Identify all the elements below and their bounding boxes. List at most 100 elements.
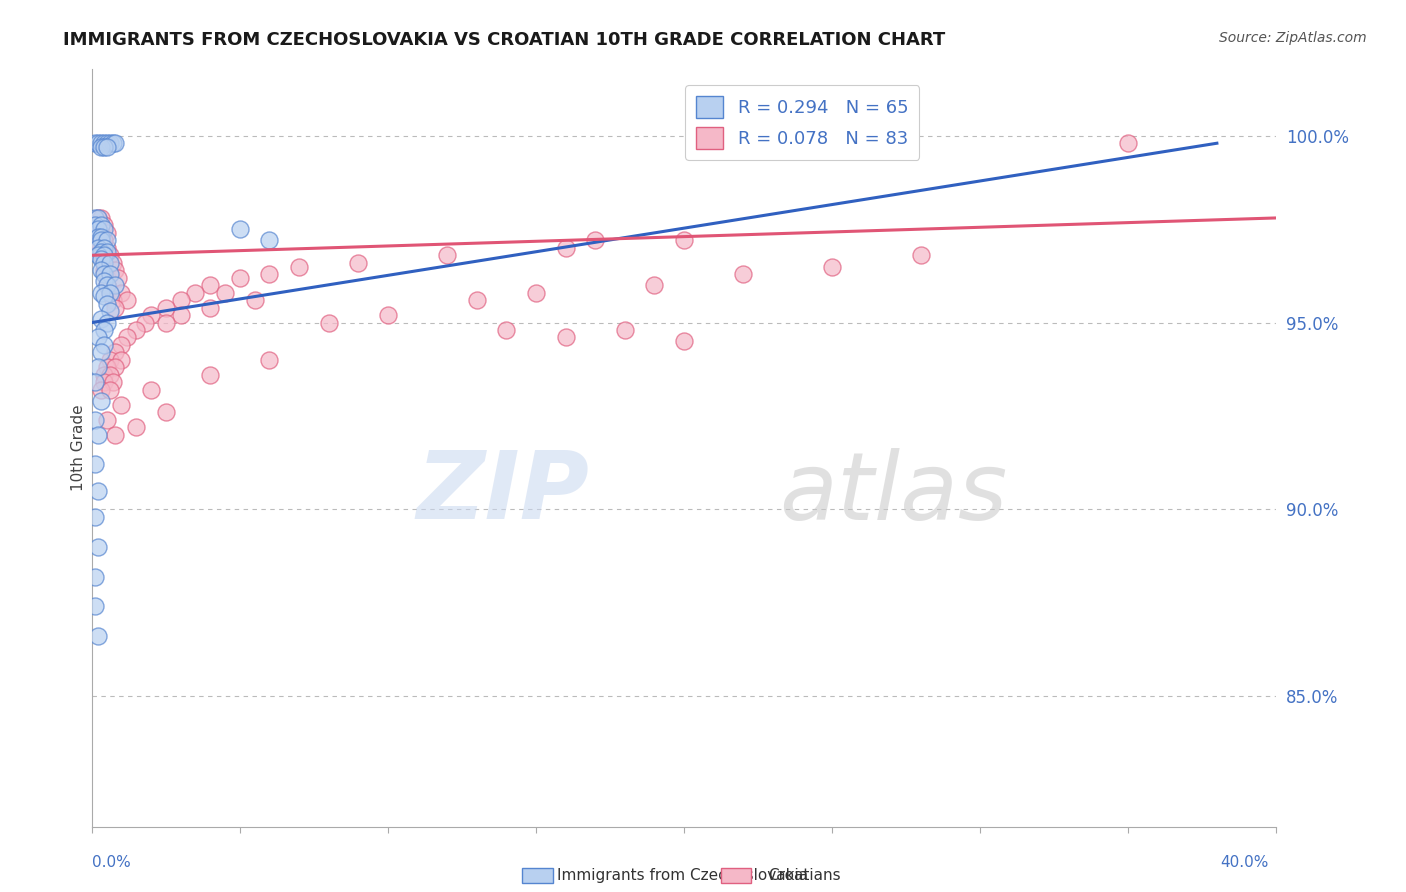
- Point: [98, 304, 121, 318]
- Point: [90, 311, 112, 326]
- Point: [125, 323, 148, 337]
- Point: [347, 256, 370, 270]
- Point: [90, 140, 112, 154]
- Point: [87, 219, 110, 233]
- Point: [104, 301, 127, 315]
- Point: [90, 136, 112, 151]
- Point: [104, 427, 127, 442]
- Point: [87, 248, 110, 262]
- Point: [93, 256, 115, 270]
- Point: [96, 297, 118, 311]
- Point: [83, 458, 105, 472]
- Point: [98, 285, 121, 300]
- Point: [93, 368, 115, 382]
- Point: [104, 278, 127, 293]
- Text: IMMIGRANTS FROM CZECHOSLOVAKIA VS CROATIAN 10TH GRADE CORRELATION CHART: IMMIGRANTS FROM CZECHOSLOVAKIA VS CROATI…: [63, 31, 945, 49]
- Point: [90, 263, 112, 277]
- Point: [83, 569, 105, 583]
- Point: [90, 211, 112, 225]
- Point: [90, 252, 112, 266]
- Point: [93, 289, 115, 303]
- Point: [821, 260, 844, 274]
- Point: [83, 136, 105, 151]
- Point: [214, 285, 236, 300]
- Legend: R = 0.294   N = 65, R = 0.078   N = 83: R = 0.294 N = 65, R = 0.078 N = 83: [686, 85, 920, 160]
- Point: [139, 383, 162, 397]
- Point: [93, 338, 115, 352]
- Point: [672, 233, 695, 247]
- Point: [98, 136, 121, 151]
- Point: [87, 427, 110, 442]
- Point: [93, 241, 115, 255]
- Point: [98, 383, 121, 397]
- Point: [87, 540, 110, 554]
- Point: [465, 293, 488, 307]
- Point: [87, 211, 110, 225]
- Point: [318, 316, 340, 330]
- Point: [155, 316, 177, 330]
- Point: [87, 229, 110, 244]
- Text: 0.0%: 0.0%: [91, 855, 131, 871]
- Point: [643, 278, 665, 293]
- Point: [139, 308, 162, 322]
- Point: [93, 248, 115, 262]
- Point: [93, 233, 115, 247]
- Point: [96, 226, 118, 240]
- Point: [101, 293, 124, 307]
- Y-axis label: 10th Grade: 10th Grade: [72, 404, 86, 491]
- Point: [134, 316, 156, 330]
- Point: [125, 420, 148, 434]
- Text: ZIP: ZIP: [416, 447, 589, 539]
- Point: [90, 241, 112, 255]
- Point: [90, 219, 112, 233]
- Point: [93, 136, 115, 151]
- Point: [259, 267, 281, 281]
- Point: [87, 222, 110, 236]
- Point: [93, 256, 115, 270]
- Point: [98, 267, 121, 281]
- Point: [96, 233, 118, 247]
- Point: [87, 136, 110, 151]
- Point: [243, 293, 266, 307]
- Point: [104, 360, 127, 375]
- Point: [93, 275, 115, 289]
- Point: [200, 301, 222, 315]
- Point: [98, 352, 121, 367]
- Text: 40.0%: 40.0%: [1220, 855, 1270, 871]
- Point: [96, 316, 118, 330]
- Point: [93, 222, 115, 236]
- Point: [83, 509, 105, 524]
- Point: [613, 323, 636, 337]
- Point: [93, 263, 115, 277]
- Point: [910, 248, 932, 262]
- Point: [83, 412, 105, 426]
- Point: [200, 368, 222, 382]
- Point: [377, 308, 399, 322]
- Point: [98, 368, 121, 382]
- Point: [87, 629, 110, 643]
- Point: [90, 229, 112, 244]
- Point: [229, 222, 252, 236]
- Point: [90, 226, 112, 240]
- Text: Immigrants from Czechoslovakia: Immigrants from Czechoslovakia: [557, 869, 808, 883]
- Point: [107, 270, 129, 285]
- Point: [155, 301, 177, 315]
- Point: [96, 278, 118, 293]
- Point: [117, 330, 139, 344]
- Point: [83, 376, 105, 390]
- Point: [288, 260, 311, 274]
- Point: [96, 412, 118, 426]
- Point: [87, 483, 110, 498]
- Point: [93, 267, 115, 281]
- Point: [83, 219, 105, 233]
- Point: [104, 136, 127, 151]
- Point: [98, 256, 121, 270]
- Point: [495, 323, 517, 337]
- Point: [83, 233, 105, 247]
- Point: [110, 338, 132, 352]
- Point: [259, 233, 281, 247]
- Point: [672, 334, 695, 349]
- Point: [436, 248, 458, 262]
- Point: [110, 398, 132, 412]
- Point: [104, 263, 127, 277]
